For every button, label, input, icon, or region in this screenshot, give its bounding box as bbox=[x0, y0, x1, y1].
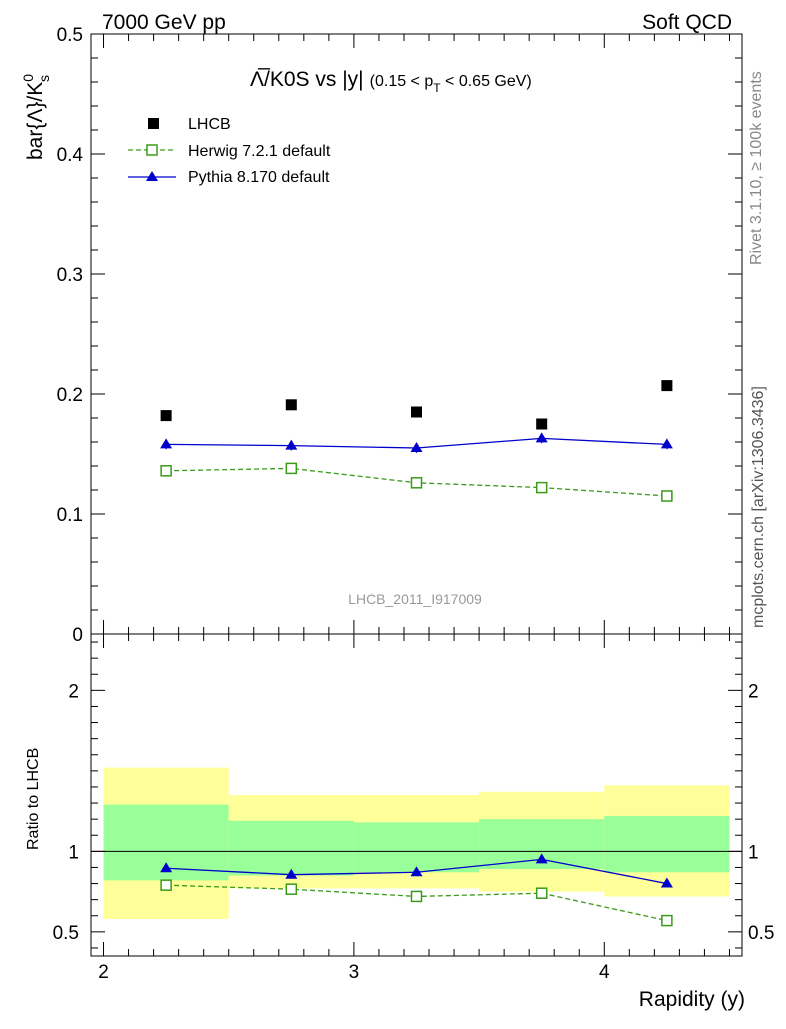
herwig-point bbox=[160, 465, 172, 477]
plot-title: Λ̅/K0S vs |y| (0.15 < pT < 0.65 GeV) bbox=[250, 68, 532, 95]
y-axis-label-sup: 0 bbox=[20, 74, 36, 82]
y-tick-label: 0.1 bbox=[57, 505, 83, 526]
lhcb-point bbox=[536, 418, 548, 430]
ratio-pythia-point bbox=[535, 853, 548, 864]
legend-lhcb-label: LHCB bbox=[188, 116, 231, 133]
ratio-herwig-point bbox=[285, 883, 298, 895]
legend: LHCB Herwig 7.2.1 default Pythia 8.170 d… bbox=[128, 116, 331, 186]
plot-title-main: Λ̅/K0S vs |y| bbox=[250, 68, 364, 91]
x-tick-label: 2 bbox=[98, 962, 109, 983]
analysis-label: LHCB_2011_I917009 bbox=[348, 591, 482, 607]
y-axis-label-base: bar{Λ}/K bbox=[24, 82, 47, 160]
x-tick-label: 4 bbox=[599, 962, 610, 983]
ratio-tick-label-left: 1 bbox=[68, 842, 79, 863]
legend-pythia-label: Pythia 8.170 default bbox=[188, 169, 330, 186]
pythia-point bbox=[410, 442, 423, 452]
lhcb-point bbox=[411, 406, 422, 418]
ratio-herwig-point bbox=[661, 914, 673, 927]
ratio-band-inner bbox=[604, 815, 730, 873]
ratio-tick-label-right: 1 bbox=[748, 842, 759, 863]
y-axis-label: bar{Λ}/K0s bbox=[20, 74, 52, 160]
y-tick-label: 0.5 bbox=[57, 25, 83, 46]
herwig-point bbox=[285, 462, 298, 475]
x-tick-label: 3 bbox=[349, 962, 360, 983]
pythia-point bbox=[160, 438, 173, 449]
plot-title-sub-sub: T bbox=[433, 81, 441, 95]
y-tick-label: 0 bbox=[72, 625, 83, 646]
lhcb-point bbox=[285, 399, 297, 411]
ratio-herwig-point bbox=[160, 879, 172, 891]
ratio-pythia-point bbox=[160, 862, 173, 873]
ratio-tick-label-right: 0.5 bbox=[748, 923, 774, 944]
ratio-pythia-point bbox=[410, 866, 423, 877]
ratio-tick-label-left: 2 bbox=[68, 681, 79, 702]
herwig-point bbox=[410, 477, 423, 489]
lhcb-point bbox=[661, 380, 673, 392]
site-label: mcplots.cern.ch [arXiv:1306.3436] bbox=[750, 386, 767, 628]
plot-title-sub-post: < 0.65 GeV) bbox=[441, 73, 532, 90]
y-tick-label: 0.4 bbox=[57, 145, 84, 166]
energy-label: 7000 GeV pp bbox=[102, 11, 226, 34]
y-tick-label: 0.2 bbox=[57, 385, 83, 406]
axes: 2 3 4 0 0.1 0.2 0.3 0.4 0.5 0.5 0.5 1 1 2 2 bbox=[53, 25, 775, 983]
ratio-frame bbox=[90, 633, 743, 957]
lhcb-point bbox=[160, 410, 172, 422]
y-tick-label: 0.3 bbox=[57, 265, 83, 286]
ratio-herwig-point bbox=[535, 887, 548, 899]
herwig-point bbox=[535, 481, 548, 494]
ratio-band-inner bbox=[228, 820, 354, 876]
ratio-tick-label-left: 0.5 bbox=[53, 923, 79, 944]
series bbox=[160, 380, 673, 927]
herwig-point bbox=[661, 490, 673, 502]
ratio-herwig-point bbox=[410, 890, 423, 903]
ratio-pythia-point bbox=[285, 868, 298, 879]
x-axis-label: Rapidity (y) bbox=[639, 988, 745, 1011]
ratio-band-inner bbox=[353, 822, 480, 873]
legend-herwig-label: Herwig 7.2.1 default bbox=[188, 143, 331, 160]
pythia-point bbox=[660, 438, 673, 449]
pythia-point bbox=[285, 439, 298, 450]
plot-title-sub-pre: (0.15 < p bbox=[370, 73, 434, 90]
legend-herwig-marker bbox=[146, 144, 158, 156]
ratio-pythia-point bbox=[660, 877, 673, 888]
legend-pythia-marker bbox=[146, 171, 158, 181]
legend-lhcb-marker bbox=[148, 118, 159, 129]
pythia-point bbox=[535, 432, 548, 443]
ratio-tick-label-right: 2 bbox=[748, 681, 759, 702]
process-label: Soft QCD bbox=[642, 11, 732, 34]
rivet-label: Rivet 3.1.10, ≥ 100k events bbox=[748, 71, 765, 265]
ratio-axis-label: Ratio to LHCB bbox=[25, 748, 42, 850]
y-axis-label-sub: s bbox=[36, 75, 52, 82]
plot-title-sub: (0.15 < pT < 0.65 GeV) bbox=[370, 73, 532, 95]
